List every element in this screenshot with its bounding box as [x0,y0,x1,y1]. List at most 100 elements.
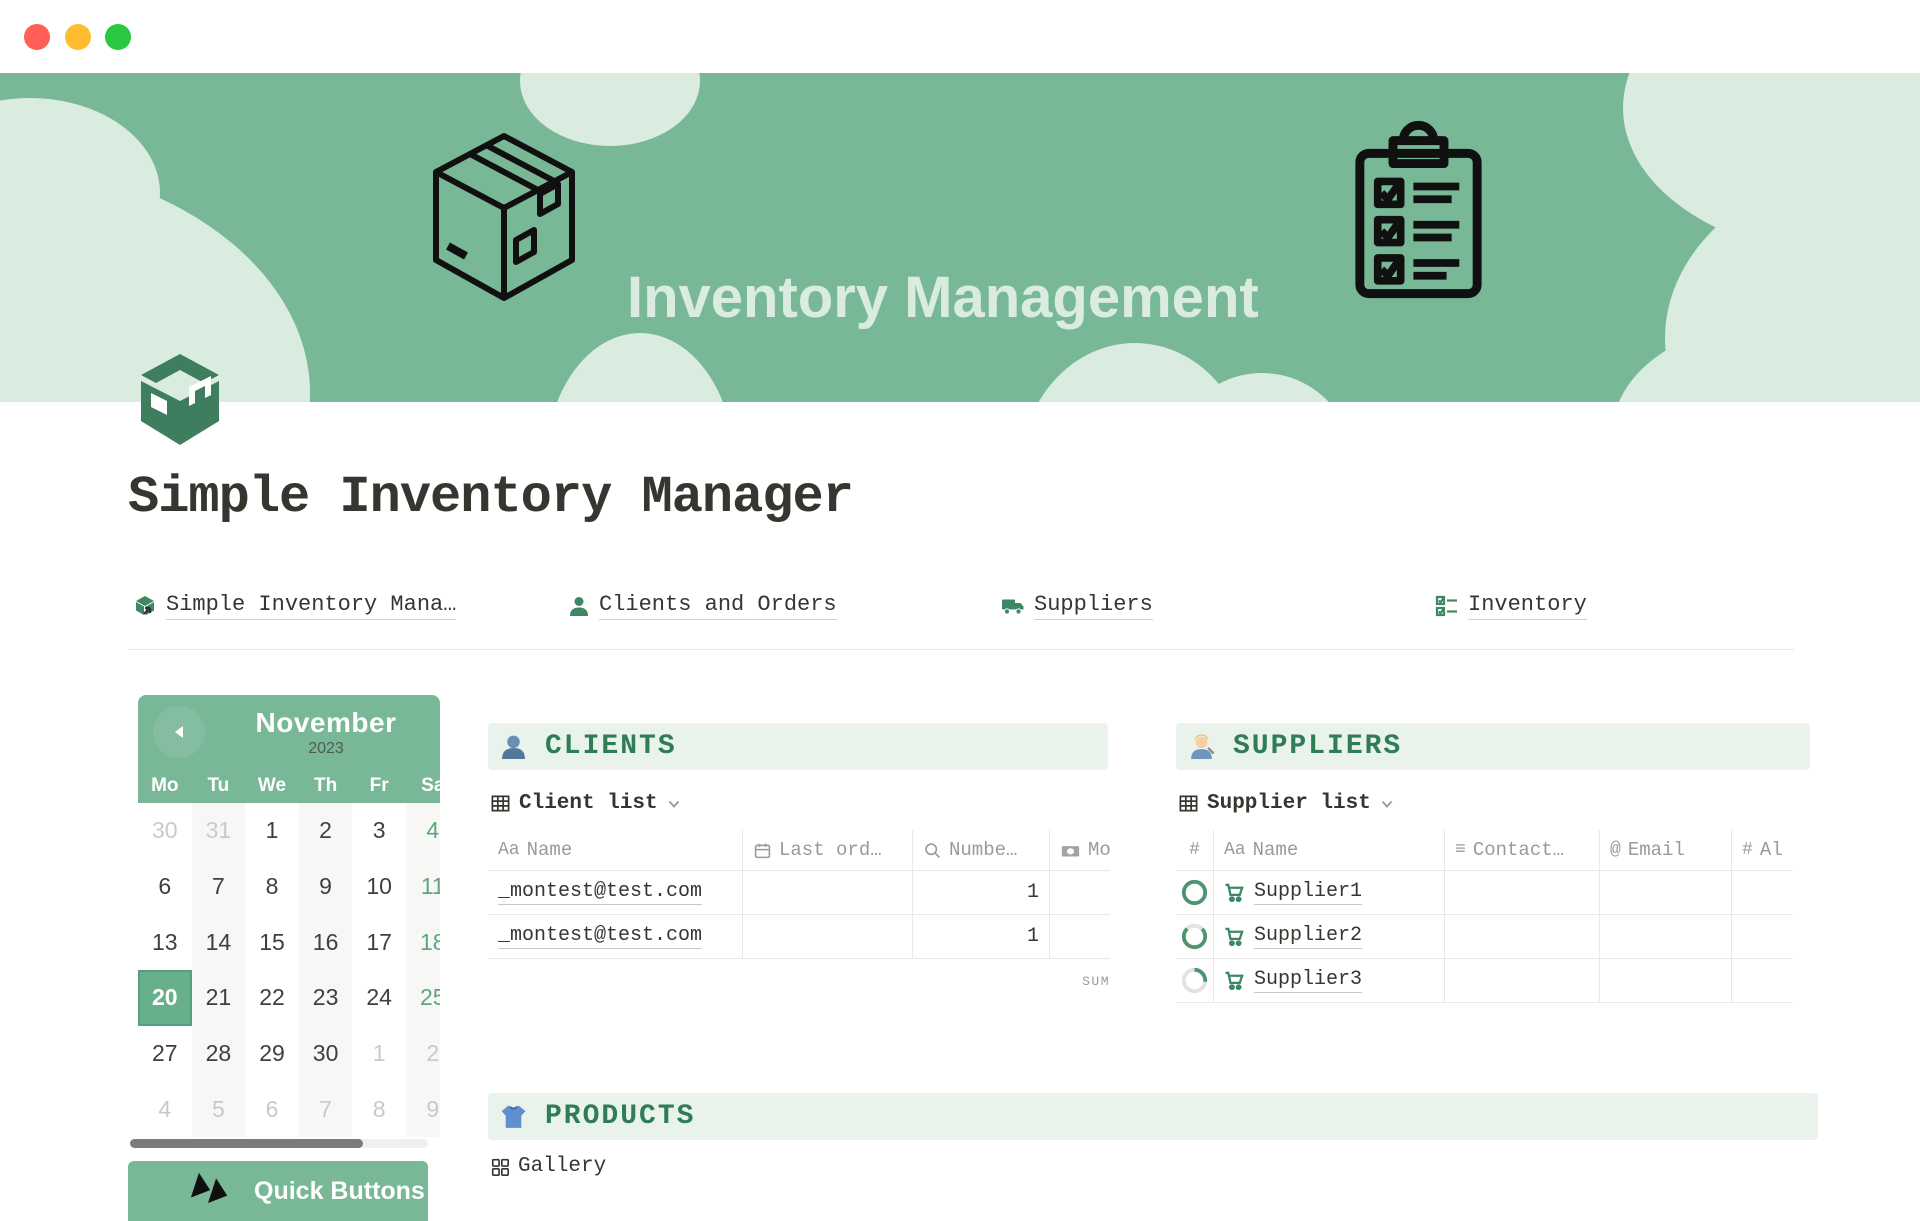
calendar-day[interactable]: 1 [372,1040,386,1067]
page-title: Simple Inventory Manager [128,468,854,527]
supplier-progress-cell[interactable] [1176,959,1214,1003]
column-header-name[interactable]: Aa Name [1214,830,1445,871]
calendar-day[interactable]: 11 [405,858,440,915]
calendar-day[interactable]: 2 [298,803,353,859]
supplier-email-cell[interactable] [1600,915,1732,959]
client-number-cell[interactable]: 1 [913,915,1050,959]
nav-link-simple-inventory-manager[interactable]: Simple Inventory Mana… [133,592,457,620]
suppliers-view-tab[interactable]: Supplier list [1178,792,1395,815]
calendar-day[interactable]: 4 [158,1095,172,1122]
client-number-cell[interactable]: 1 [913,871,1050,915]
supplier-al-cell[interactable] [1732,959,1793,1003]
calendar-day[interactable]: 30 [152,817,178,844]
calendar-widget: November 2023 Mo Tu We Th Fr Sa 30 31 1 … [138,695,440,1137]
nav-link-label: Simple Inventory Mana… [166,592,457,620]
calendar-day[interactable]: 17 [366,928,392,955]
clients-view-tab[interactable]: Client list [490,792,682,815]
suppliers-table: # Aa Name ≡ Contact… @ Email # Al Suppli… [1176,830,1793,1003]
calendar-day[interactable]: 18 [405,914,440,971]
calendar-day[interactable]: 15 [259,928,285,955]
calendar-day[interactable]: 28 [191,1025,246,1082]
window-close-button[interactable] [24,24,50,50]
mechanic-emoji [1191,734,1215,759]
clipboard-checklist-icon [1355,120,1482,299]
calendar-day[interactable]: 21 [191,970,246,1026]
window-minimize-button[interactable] [65,24,91,50]
column-header-money[interactable]: Mon [1050,830,1110,871]
calendar-day[interactable]: 7 [298,1081,353,1137]
calendar-day[interactable]: 3 [372,817,386,844]
calendar-day[interactable]: 6 [265,1095,279,1122]
supplier-name-cell[interactable]: Supplier3 [1214,959,1445,1003]
window-zoom-button[interactable] [105,24,131,50]
supplier-progress-cell[interactable] [1176,871,1214,915]
nav-link-suppliers[interactable]: Suppliers [1001,592,1153,620]
calendar-prev-month-button[interactable] [153,706,205,758]
calendar-day-selected[interactable]: 20 [138,970,192,1026]
calendar-day[interactable]: 5 [191,1081,246,1137]
calendar-day[interactable]: 10 [366,873,392,900]
quick-buttons-banner[interactable]: Quick Buttons [128,1161,428,1221]
calendar-day[interactable]: 14 [191,914,246,971]
supplier-al-cell[interactable] [1732,871,1793,915]
calendar-day[interactable]: 2 [405,1025,440,1082]
column-header-email[interactable]: @ Email [1600,830,1732,871]
client-money-cell[interactable] [1050,871,1110,915]
calendar-day-headers: Mo Tu We Th Fr Sa [138,768,440,803]
column-header-progress[interactable]: # [1176,830,1214,871]
column-header-last-order[interactable]: Last ord… [743,830,913,871]
calendar-scrollbar-thumb[interactable] [130,1139,363,1148]
calendar-day[interactable]: 8 [372,1095,386,1122]
supplier-name-cell[interactable]: Supplier1 [1214,871,1445,915]
calendar-day[interactable]: 25 [405,970,440,1026]
calendar-day[interactable]: 31 [191,803,246,859]
calendar-day[interactable]: 29 [259,1040,285,1067]
calendar-day[interactable]: 4 [405,803,440,859]
column-header-al[interactable]: # Al [1732,830,1793,871]
calendar-grid: 30 31 1 2 3 4 6 7 8 9 10 11 13 14 15 16 … [138,803,440,1137]
calendar-day[interactable]: 23 [298,970,353,1026]
client-last-order-cell[interactable] [743,915,913,959]
supplier-al-cell[interactable] [1732,915,1793,959]
column-header-number[interactable]: Numbe… [913,830,1050,871]
at-icon: @ [1610,840,1621,860]
calendar-day[interactable]: 7 [191,858,246,915]
suppliers-heading: SUPPLIERS [1233,731,1403,762]
clients-callout: CLIENTS [488,723,1108,770]
calendar-day[interactable]: 9 [405,1081,440,1137]
calendar-day[interactable]: 27 [152,1040,178,1067]
calendar-day[interactable]: 1 [265,817,279,844]
supplier-contact-cell[interactable] [1445,915,1600,959]
nav-link-clients-and-orders[interactable]: Clients and Orders [568,592,837,620]
products-view-tab[interactable]: Gallery [490,1155,606,1178]
clients-sum-label[interactable]: SUM [1082,974,1110,989]
nav-link-inventory[interactable]: Inventory [1435,592,1587,620]
client-last-order-cell[interactable] [743,871,913,915]
calendar-day[interactable]: 6 [158,873,172,900]
supplier-contact-cell[interactable] [1445,871,1600,915]
supplier-email-cell[interactable] [1600,871,1732,915]
supplier-email-cell[interactable] [1600,959,1732,1003]
green-box-logo-icon[interactable] [133,349,227,445]
client-name-cell[interactable]: _montest@test.com [488,915,743,959]
text-lines-icon: ≡ [1455,840,1466,860]
client-name-cell[interactable]: _montest@test.com [488,871,743,915]
column-header-name[interactable]: Aa Name [488,830,743,871]
calendar-day[interactable]: 9 [298,858,353,915]
calendar-day[interactable]: 30 [298,1025,353,1082]
client-money-cell[interactable] [1050,915,1110,959]
aa-text-icon: Aa [498,840,520,860]
day-header: Mo [151,774,179,796]
calendar-day[interactable]: 24 [366,984,392,1011]
calendar-day[interactable]: 8 [265,873,279,900]
calendar-day[interactable]: 16 [298,914,353,971]
calendar-day[interactable]: 13 [152,928,178,955]
supplier-progress-cell[interactable] [1176,915,1214,959]
column-label: Contact… [1472,839,1565,861]
supplier-name-cell[interactable]: Supplier2 [1214,915,1445,959]
column-header-contact[interactable]: ≡ Contact… [1445,830,1600,871]
table-view-icon [1179,795,1198,812]
supplier-contact-cell[interactable] [1445,959,1600,1003]
calendar-day[interactable]: 22 [259,984,285,1011]
